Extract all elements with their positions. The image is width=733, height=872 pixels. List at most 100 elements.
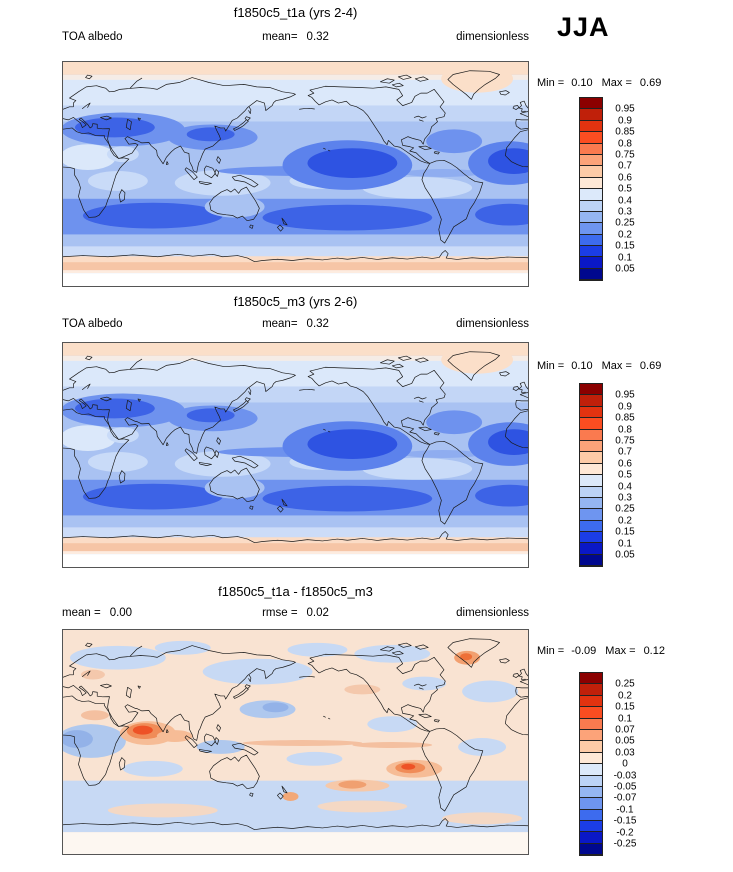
panel1-max-label: Max = <box>601 77 632 89</box>
colorbar-cell <box>580 509 602 521</box>
colorbar-tick-label: 0.75 <box>615 149 635 161</box>
colorbar-tick-label: 0.5 <box>618 469 632 481</box>
colorbar-cell <box>580 695 602 708</box>
panel1-title: f1850c5_t1a (yrs 2-4) <box>233 5 358 20</box>
colorbar-cell <box>580 120 602 133</box>
colorbar-tick-label: 0.07 <box>615 724 635 736</box>
map-model1-svg <box>63 62 528 286</box>
colorbar-tick-label: 0.8 <box>618 138 632 150</box>
panel3-meta-row: mean = 0.00 rmse = 0.02 dimensionless <box>62 607 529 619</box>
colorbar-tick-label: 0.95 <box>615 103 635 115</box>
colorbar-cell <box>580 223 602 235</box>
colorbar-cell <box>580 707 602 719</box>
colorbar-cell <box>580 798 602 810</box>
colorbar-cell <box>580 843 602 856</box>
panel3-minmax: Min = -0.09 Max = 0.12 <box>537 645 665 657</box>
colorbar-tick-label: 0.85 <box>615 126 635 138</box>
colorbar-cell <box>580 143 602 155</box>
panel1-meta-row: TOA albedo mean= 0.32 dimensionless <box>62 31 529 43</box>
panel1-units-label: dimensionless <box>456 31 529 43</box>
colorbar-tick-label: 0.2 <box>618 690 632 702</box>
colorbar-tick-label: 0.6 <box>618 458 632 470</box>
panel1-mean-value: 0.32 <box>306 31 329 43</box>
colorbar-tick-label: -0.07 <box>613 792 637 804</box>
panel2-mean: mean= 0.32 <box>62 318 529 330</box>
colorbar-cell <box>580 429 602 441</box>
colorbar-cell <box>580 809 602 822</box>
colorbar-cell <box>580 673 602 685</box>
panel2-minmax: Min = 0.10 Max = 0.69 <box>537 360 661 372</box>
colorbar-tick-label: 0.85 <box>615 412 635 424</box>
panel3-title: f1850c5_t1a - f1850c5_m3 <box>218 584 373 599</box>
colorbar-cell <box>580 268 602 281</box>
colorbar-cell <box>580 520 602 533</box>
panel3-min-label: Min = <box>537 645 565 657</box>
colorbar-cell <box>580 384 602 396</box>
colorbar-cell <box>580 497 602 510</box>
panel3-units-label: dimensionless <box>456 607 529 619</box>
colorbar-tick-label: 0.05 <box>615 549 635 561</box>
colorbar-cell <box>580 729 602 742</box>
colorbar-tick-label: 0.05 <box>615 735 635 747</box>
colorbar-tick-label: -0.1 <box>616 804 634 816</box>
colorbar-tick-label: 0.95 <box>615 389 635 401</box>
colorbar-tick-label: 0.05 <box>615 263 635 275</box>
panel1-variable-label: TOA albedo <box>62 31 132 43</box>
colorbar-cell <box>580 177 602 190</box>
colorbar-cell <box>580 395 602 407</box>
colorbar-cell <box>580 718 602 730</box>
colorbar-cell <box>580 109 602 121</box>
colorbar-cell <box>580 234 602 247</box>
panel2-mean-label: mean= <box>262 318 298 330</box>
map-model2 <box>62 342 529 568</box>
colorbar-cell <box>580 543 602 555</box>
colorbar-cell <box>580 532 602 544</box>
colorbar-cell <box>580 257 602 269</box>
panel3-mean-value: 0.00 <box>109 607 133 619</box>
panel2-min-label: Min = <box>537 360 565 372</box>
colorbar-cell <box>580 684 602 696</box>
colorbar-tick-label: 0.25 <box>615 678 635 690</box>
colorbar-tick-label: 0.3 <box>618 206 632 218</box>
panel2-units-label: dimensionless <box>456 318 529 330</box>
panel1-min-value: 0.10 <box>571 77 593 89</box>
panel2-mean-value: 0.32 <box>306 318 329 330</box>
colorbar-tick-label: 0.1 <box>618 713 632 725</box>
colorbar-tick-label: 0.1 <box>618 252 632 264</box>
panel1-meta-left: TOA albedo <box>62 31 123 43</box>
panel2-max-label: Max = <box>601 360 632 372</box>
colorbar-cell <box>580 452 602 464</box>
colorbar-cell <box>580 786 602 799</box>
colorbar-tick-label: 0.8 <box>618 424 632 436</box>
colorbar-tick-label: 0.3 <box>618 492 632 504</box>
colorbar-cell <box>580 132 602 144</box>
panel3-rmse: rmse = 0.02 <box>62 607 529 619</box>
panel1-min-label: Min = <box>537 77 565 89</box>
panel1-minmax: Min = 0.10 Max = 0.69 <box>537 77 661 89</box>
colorbar-tick-label: 0.5 <box>618 183 632 195</box>
panel2-title: f1850c5_m3 (yrs 2-6) <box>233 294 358 309</box>
panel1-colorbar: 0.95 0.9 0.85 0.8 0.75 0.7 0.6 0.5 0.4 0.3 0.25 0.2… <box>579 97 635 282</box>
colorbar-cell <box>580 211 602 224</box>
panel3-colorbar: 0.25 0.2 0.15 0.1 0.07 0.05 0.03 0 -0.03 -0.05 -0.… <box>579 672 636 857</box>
colorbar-cell <box>580 189 602 201</box>
panel3-min-value: -0.09 <box>571 645 597 657</box>
colorbar-cell <box>580 752 602 765</box>
colorbar-cell <box>580 166 602 178</box>
map-model2-svg <box>63 343 528 567</box>
colorbar-tick-label: -0.03 <box>613 770 637 782</box>
colorbar-tick-label: 0.9 <box>618 401 632 413</box>
colorbar-tick-label: 0.4 <box>618 481 632 493</box>
colorbar-cell <box>580 554 602 567</box>
panel3-rmse-value: 0.02 <box>306 607 329 619</box>
colorbar-cell <box>580 463 602 476</box>
colorbar-cell <box>580 821 602 833</box>
colorbar-cell <box>580 200 602 212</box>
colorbar-tick-label: 0.4 <box>618 195 632 207</box>
colorbar-tick-label: -0.05 <box>613 781 637 793</box>
colorbar-cell <box>580 154 602 167</box>
panel2-max-value: 0.69 <box>639 360 662 372</box>
colorbar-tick-label: 0.7 <box>618 446 632 458</box>
colorbar-cell <box>580 440 602 453</box>
